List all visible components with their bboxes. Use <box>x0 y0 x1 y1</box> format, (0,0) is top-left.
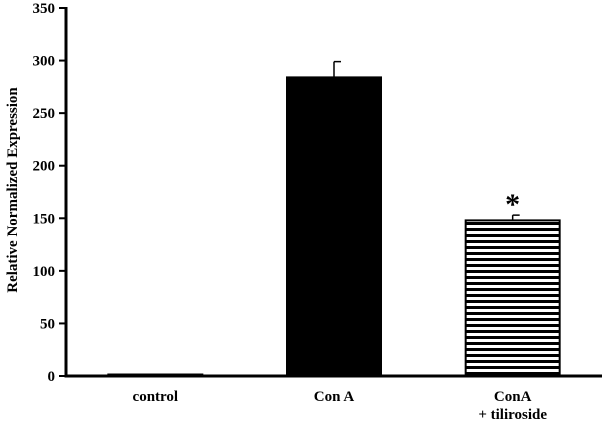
y-tick-label: 250 <box>33 106 56 122</box>
y-tick-label: 300 <box>33 54 56 70</box>
category-labels: control Con A ConA + tiliroside <box>133 389 548 423</box>
y-tick-label: 350 <box>33 1 56 17</box>
y-tick-label: 0 <box>48 369 56 385</box>
category-label: control <box>133 389 179 405</box>
y-tick-label: 100 <box>33 264 56 280</box>
y-tick-label: 150 <box>33 211 56 227</box>
category-label: ConA <box>494 389 532 405</box>
y-tick-label: 50 <box>40 316 55 332</box>
category-label: + tiliroside <box>478 407 547 423</box>
y-axis-label: Relative Normalized Expression <box>5 87 21 293</box>
significance-asterisk: * <box>505 188 520 221</box>
bar <box>464 219 561 377</box>
bar <box>286 76 382 377</box>
y-tick-label: 200 <box>33 159 56 175</box>
bars: * <box>107 60 561 377</box>
category-label: Con A <box>314 389 355 405</box>
y-axis-ticks: 0 50 100 150 200 250 300 350 <box>33 1 66 385</box>
